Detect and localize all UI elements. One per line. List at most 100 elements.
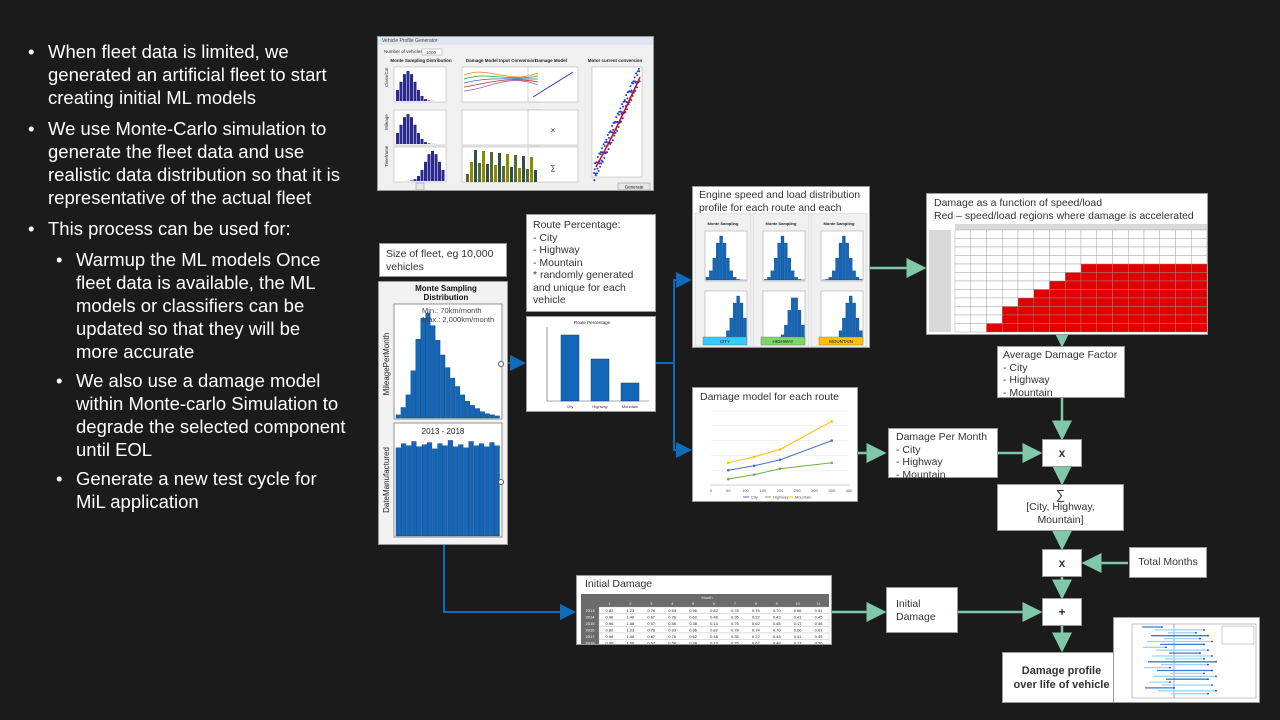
table-cell: 0.61 [815, 628, 824, 633]
damage-grid-cell [1112, 272, 1129, 282]
damage-grid-cell [954, 238, 971, 248]
engine-panel-title: Monte Sampling [824, 221, 855, 226]
damage-grid-cell [1017, 280, 1034, 290]
table-cell: 0.93 [668, 628, 677, 633]
engine-route-label: CITY [720, 339, 730, 344]
tool-hist-bar [410, 117, 413, 144]
engine-hist-bar [787, 310, 791, 341]
engine-hist-bar [739, 302, 744, 341]
plus-symbol: + [1058, 604, 1066, 619]
engine-hist-bar [777, 242, 781, 281]
engine-hist-bar [733, 277, 737, 281]
damage-grid-cell [1159, 289, 1176, 299]
route-chart-title: Route Percentage [574, 320, 611, 325]
tool-conversion-bar [514, 155, 517, 182]
tool-hist-bar [403, 117, 406, 144]
route-chart-panel: Route Percentage City Highway Mountain [526, 316, 656, 412]
damage-grid-cell [1049, 238, 1066, 248]
damage-grid-cell [1191, 263, 1207, 273]
tool-scatter-point [624, 111, 627, 114]
tool-multiply-symbol: × [551, 126, 556, 135]
damage-grid-cell [1143, 280, 1160, 290]
damage-model-panel: Damage model for each route 0 50 100 150 200… [692, 387, 858, 502]
engine-hist-bar [852, 270, 856, 281]
mileage-hist-bar [395, 414, 401, 419]
date-hist-bar [484, 446, 490, 537]
mileage-hist-bar [425, 312, 431, 419]
tool-scatter-point [638, 70, 641, 73]
damage-profile-thumbnail [1113, 617, 1260, 703]
table-cell: 0.61 [815, 608, 824, 613]
monte-sampling-panel: Monte Sampling Distribution Min.: 70km/mon… [378, 281, 508, 545]
damage-grid-cell [1002, 246, 1019, 256]
damage-grid-cell [1159, 314, 1176, 324]
mileage-hist-bar [400, 407, 406, 419]
tool-damage-line [532, 71, 574, 98]
engine-hist-bar [842, 317, 846, 341]
table-cell: 0.36 [815, 621, 824, 626]
damage-model-point [830, 438, 834, 442]
engine-route-label: MOUNTAIN [829, 339, 853, 344]
damage-grid-cell [1002, 255, 1019, 265]
damage-grid-cell [1112, 255, 1129, 265]
damage-model-point [830, 461, 834, 464]
engine-hist-bar [838, 242, 843, 281]
tool-number-label: Number of vehicles [384, 49, 423, 54]
tool-conversion-curve [463, 79, 539, 88]
table-row-header: 2015 [586, 621, 596, 626]
bullet-item: When fleet data is limited, we generated… [22, 40, 347, 109]
tool-scatter-point [602, 143, 605, 146]
damage-grid-cell [1175, 229, 1192, 239]
date-hist-bar [432, 448, 438, 537]
damage-grid-cell [1112, 289, 1129, 299]
tool-column-header: Motor current conversion [588, 58, 643, 63]
tool-scatter-point [620, 103, 623, 106]
bullet-list: When fleet data is limited, we generated… [22, 40, 347, 519]
tool-hist-bar [427, 143, 431, 144]
table-cell: 0.74 [752, 628, 761, 633]
tool-scatter-point [636, 74, 639, 77]
date-hist-bar [473, 445, 479, 537]
damage-grid-cell [970, 238, 987, 248]
tool-hist-bar [403, 74, 406, 101]
damage-grid-cell [1191, 280, 1207, 290]
tool-scatter-point [606, 134, 609, 137]
mileage-hist-bar [494, 415, 500, 419]
monte-ylabel-mileage: MileagePerMonth [382, 333, 391, 396]
damage-grid-cell [1080, 314, 1097, 324]
table-cell: 1.66 [626, 621, 635, 626]
tool-scatter-point [637, 67, 640, 70]
damage-grid-cell [1017, 306, 1034, 316]
tool-scatter-point [624, 100, 627, 103]
damage-grid-cell [1175, 255, 1192, 265]
table-cell: 0.22 [752, 615, 761, 620]
mileage-hist-bar [450, 377, 456, 419]
damage-grid-cell [1017, 255, 1034, 265]
table-cell: 0.62 [752, 621, 761, 626]
profile-point [1169, 681, 1171, 683]
table-cell: 0.96 [606, 641, 615, 646]
damage-grid-cell [1080, 272, 1097, 282]
fleet-size-box: Size of fleet, eg 10,000 vehicles [379, 243, 507, 277]
table-row-header: 2017 [586, 634, 596, 639]
tool-conversion-bar [530, 157, 533, 182]
damage-per-month-item: - City [896, 443, 921, 456]
engine-hist-bar [825, 279, 829, 281]
damage-grid-cell [1175, 314, 1192, 324]
mileage-hist-bar [440, 354, 446, 419]
table-col-header: 7 [734, 601, 737, 606]
table-cell: 0.45 [815, 615, 824, 620]
tool-number-input [421, 48, 443, 56]
damage-model-label: Damage model for each route [700, 391, 839, 403]
sub-bullet-item: Warmup the ML models Once fleet data is … [22, 248, 347, 363]
damage-grid-cell [1049, 306, 1066, 316]
tool-scatter-point [632, 80, 635, 83]
date-hist-bar [416, 446, 422, 537]
route-item: - Highway [533, 244, 580, 256]
damage-grid-cell [1096, 229, 1113, 239]
damage-grid-cell [1175, 306, 1192, 316]
plus-node: + [1042, 598, 1082, 626]
profile-point [1165, 646, 1167, 649]
damage-grid-cell [1065, 229, 1082, 239]
tool-hist-bar [420, 138, 424, 144]
